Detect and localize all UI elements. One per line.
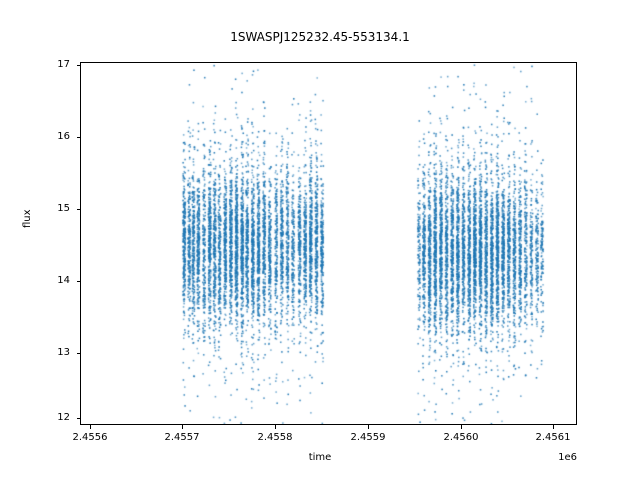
x-axis-offset-label: 1e6 [558,452,577,463]
xtick-label-24560: 2.4560 [443,432,479,443]
y-axis-label: flux [22,209,33,228]
ytick-mark-17 [76,65,80,66]
ytick-label-16: 16 [57,131,70,142]
x-axis-label: time [308,452,332,463]
xtick-mark-24559 [368,425,369,429]
xtick-label-24558: 2.4558 [257,432,293,443]
xtick-label-24561: 2.4561 [535,432,571,443]
page-title: 1SWASPJ125232.45-553134.1 [230,30,410,44]
ytick-mark-14 [76,281,80,282]
xtick-mark-24561 [553,425,554,429]
plot-axes [80,62,577,425]
ytick-mark-13 [76,353,80,354]
ytick-label-14: 14 [57,275,70,286]
xtick-mark-24560 [461,425,462,429]
scatter-points-canvas [81,63,576,424]
xtick-mark-24556 [90,425,91,429]
xtick-label-24557: 2.4557 [164,432,200,443]
ytick-mark-15 [76,209,80,210]
xtick-label-24556: 2.4556 [72,432,108,443]
xtick-mark-24557 [182,425,183,429]
ytick-label-12: 12 [57,412,70,423]
xtick-mark-24558 [275,425,276,429]
xtick-label-24559: 2.4559 [350,432,386,443]
ytick-label-13: 13 [57,347,70,358]
ytick-label-15: 15 [57,203,70,214]
ytick-mark-12 [76,418,80,419]
ytick-mark-16 [76,137,80,138]
ytick-label-17: 17 [57,59,70,70]
